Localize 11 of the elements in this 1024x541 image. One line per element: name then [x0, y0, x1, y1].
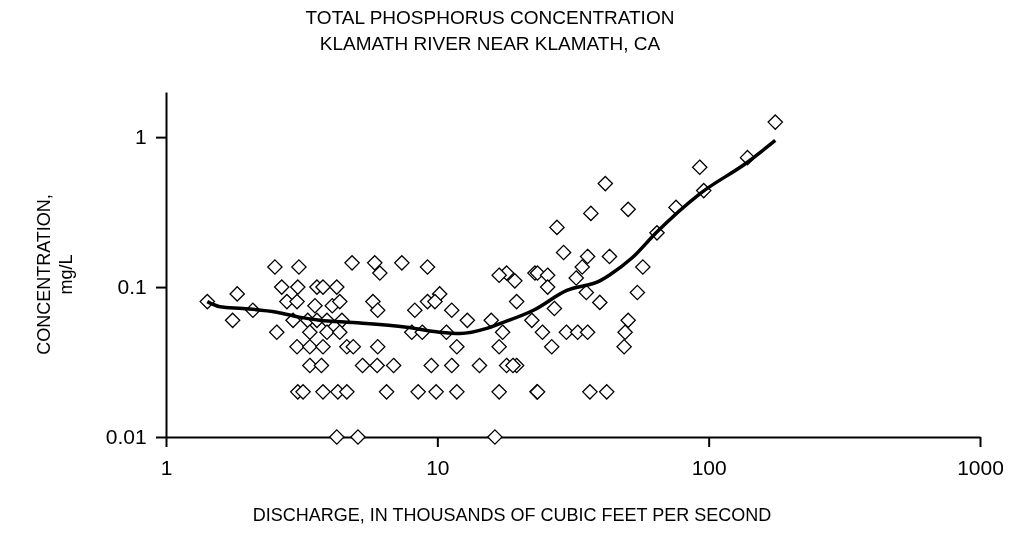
- y-tick-label: 1: [135, 125, 147, 149]
- x-tick-label: 1000: [957, 456, 1004, 480]
- x-axis-title: DISCHARGE, IN THOUSANDS OF CUBIC FEET PER SECOND: [252, 505, 772, 525]
- chart-subtitle: KLAMATH RIVER NEAR KLAMATH, CA: [319, 33, 661, 54]
- x-tick-label: 100: [691, 456, 727, 480]
- x-tick-label: 10: [426, 456, 450, 480]
- y-axis-title: CONCENTRATION, mg/L: [34, 194, 76, 355]
- x-tick-label: 1: [160, 456, 173, 480]
- y-tick-label: 0.01: [105, 425, 147, 449]
- chart-title: TOTAL PHOSPHORUS CONCENTRATION: [305, 7, 675, 28]
- y-tick-label: 0.1: [117, 275, 147, 299]
